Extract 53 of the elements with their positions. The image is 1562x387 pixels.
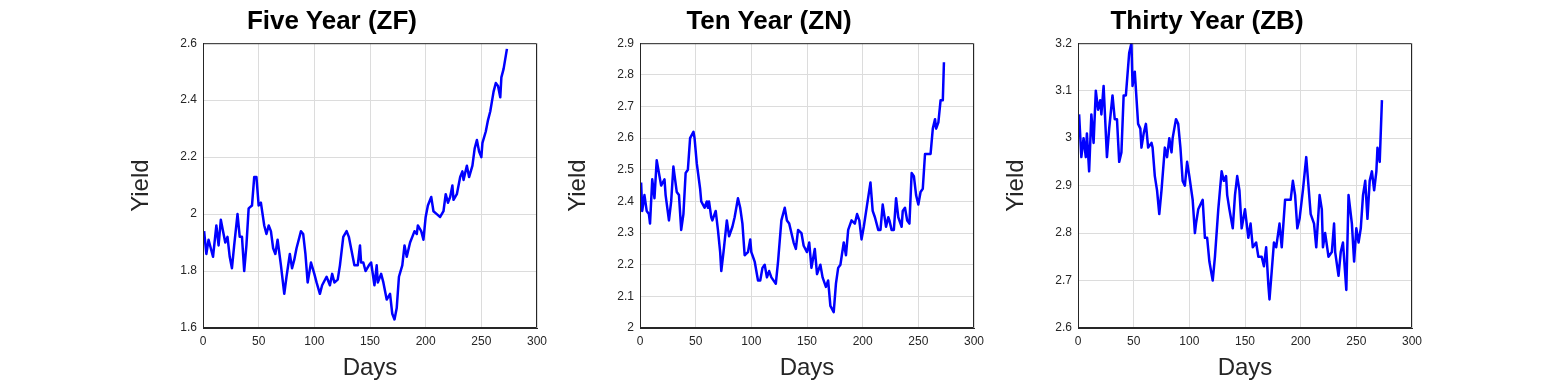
y-tick-label: 2.6 xyxy=(180,35,198,50)
y-tick-label: 2.1 xyxy=(617,288,635,303)
y-tick-label: 2.3 xyxy=(617,225,635,240)
x-axis-title: Days xyxy=(779,353,835,381)
x-tick-label: 300 xyxy=(526,333,548,348)
x-tick-label: 0 xyxy=(1074,333,1082,348)
x-tick-label: 100 xyxy=(304,333,325,348)
y-tick-label: 2.8 xyxy=(1055,225,1073,240)
x-tick-label: 50 xyxy=(688,333,703,348)
y-axis-title: Yield xyxy=(563,159,591,212)
x-tick-label: 50 xyxy=(1126,333,1141,348)
x-tick-label: 100 xyxy=(1179,333,1200,348)
x-tick-label: 50 xyxy=(251,333,266,348)
y-tick-label: 3.1 xyxy=(1055,82,1073,97)
y-axis-title: Yield xyxy=(126,159,154,212)
x-tick-label: 300 xyxy=(1401,333,1423,348)
y-tick-label: 2.8 xyxy=(617,67,635,82)
x-tick-label: 300 xyxy=(963,333,985,348)
chart-title: Ten Year (ZN) xyxy=(686,4,852,35)
y-tick-label: 2.2 xyxy=(180,149,198,164)
y-tick-label: 2.6 xyxy=(617,130,635,145)
chart-title: Five Year (ZF) xyxy=(246,4,418,35)
x-tick-label: 250 xyxy=(471,333,492,348)
y-axis-title: Yield xyxy=(1001,159,1029,212)
y-tick-label: 2 xyxy=(627,320,635,335)
x-tick-label: 250 xyxy=(1346,333,1367,348)
y-tick-label: 2.7 xyxy=(1055,272,1073,287)
y-tick-label: 2 xyxy=(190,206,198,221)
y-tick-label: 2.9 xyxy=(1055,177,1073,192)
x-axis-title: Days xyxy=(1217,353,1273,381)
x-tick-label: 150 xyxy=(1234,333,1256,348)
x-tick-label: 250 xyxy=(908,333,929,348)
y-tick-label: 3.2 xyxy=(1055,35,1073,50)
y-tick-label: 2.5 xyxy=(617,162,635,177)
x-tick-label: 150 xyxy=(796,333,818,348)
x-tick-label: 0 xyxy=(199,333,207,348)
x-tick-label: 200 xyxy=(852,333,873,348)
y-tick-label: 2.4 xyxy=(617,193,635,208)
y-tick-label: 3 xyxy=(1065,130,1073,145)
y-tick-label: 2.4 xyxy=(180,92,198,107)
chart-title: Thirty Year (ZB) xyxy=(1110,4,1304,35)
y-tick-label: 2.7 xyxy=(617,98,635,113)
y-tick-label: 2.2 xyxy=(617,257,635,272)
y-tick-label: 1.8 xyxy=(180,263,198,278)
x-tick-label: 150 xyxy=(359,333,381,348)
y-tick-label: 2.9 xyxy=(617,35,635,50)
y-tick-label: 1.6 xyxy=(180,320,198,335)
x-tick-label: 0 xyxy=(636,333,644,348)
y-tick-label: 2.6 xyxy=(1055,320,1073,335)
x-axis-title: Days xyxy=(342,353,398,381)
x-tick-label: 100 xyxy=(741,333,762,348)
x-tick-label: 200 xyxy=(415,333,436,348)
x-tick-label: 200 xyxy=(1290,333,1311,348)
